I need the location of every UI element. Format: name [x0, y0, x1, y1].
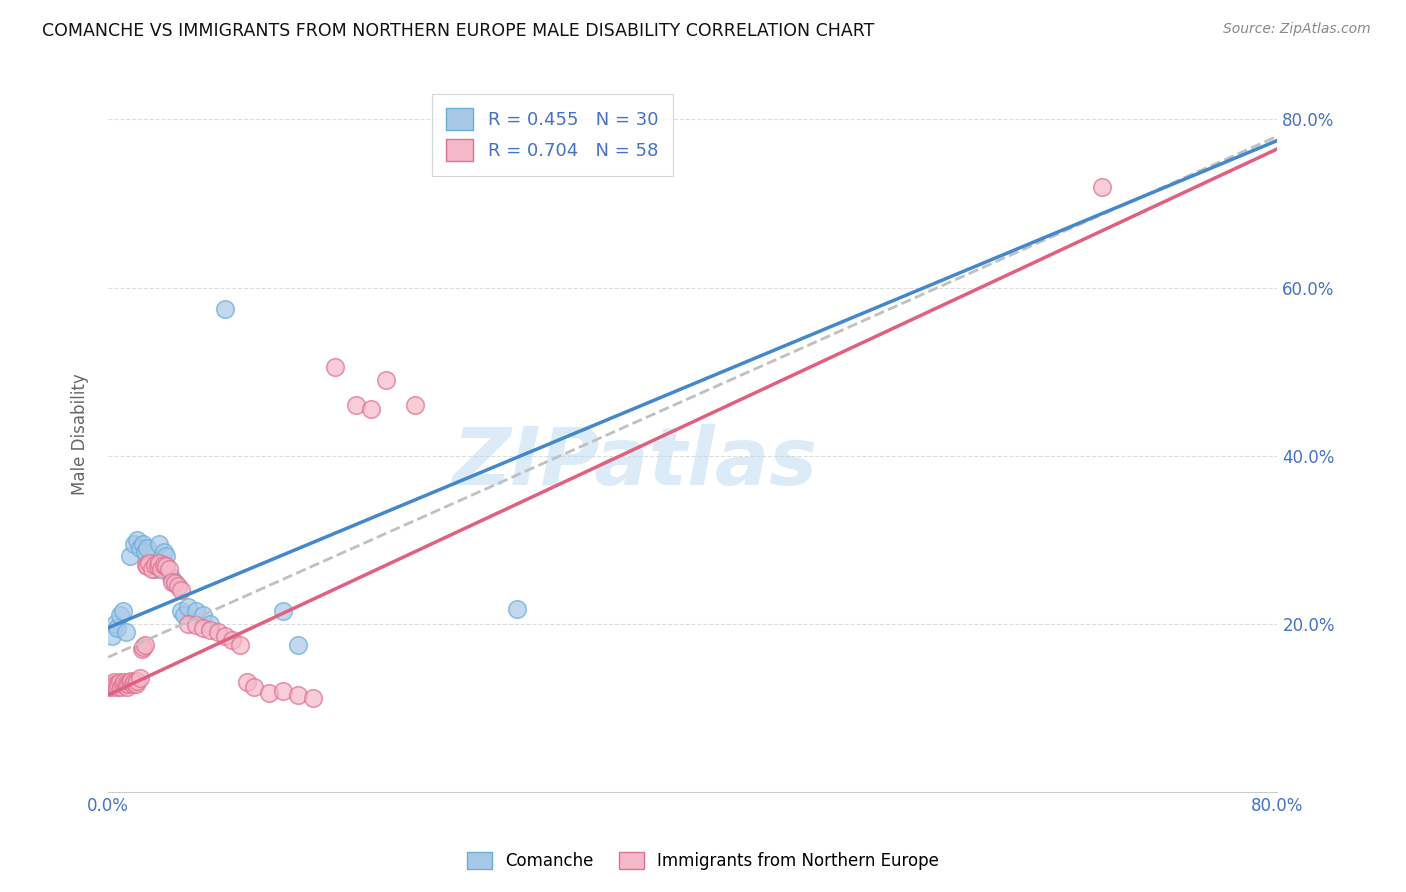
Point — [155, 549, 177, 564]
Point — [115, 680, 138, 694]
Point — [287, 638, 309, 652]
Text: ZIPatlas: ZIPatlas — [451, 424, 817, 502]
Point — [287, 688, 309, 702]
Point — [214, 301, 236, 316]
Point — [323, 360, 346, 375]
Point — [111, 604, 134, 618]
Point — [149, 562, 172, 576]
Point — [170, 604, 193, 618]
Point — [127, 533, 149, 547]
Point — [143, 562, 166, 576]
Point — [100, 680, 122, 694]
Point — [200, 616, 222, 631]
Point — [173, 608, 195, 623]
Point — [108, 675, 131, 690]
Point — [146, 559, 169, 574]
Point — [236, 675, 259, 690]
Point — [136, 541, 159, 555]
Point — [163, 574, 186, 589]
Point — [143, 558, 166, 572]
Point — [108, 608, 131, 623]
Point — [104, 616, 127, 631]
Point — [104, 678, 127, 692]
Point — [404, 398, 426, 412]
Point — [129, 541, 152, 555]
Point — [121, 677, 143, 691]
Point — [124, 675, 146, 690]
Point — [155, 559, 177, 574]
Point — [105, 621, 128, 635]
Point — [114, 625, 136, 640]
Point — [135, 558, 157, 572]
Point — [177, 599, 200, 614]
Point — [207, 625, 229, 640]
Point — [101, 629, 124, 643]
Point — [200, 623, 222, 637]
Point — [132, 537, 155, 551]
Point — [273, 604, 295, 618]
Point — [273, 684, 295, 698]
Point — [127, 673, 149, 688]
Point — [120, 673, 142, 688]
Point — [152, 545, 174, 559]
Point — [243, 680, 266, 694]
Point — [148, 537, 170, 551]
Point — [506, 601, 529, 615]
Point — [141, 562, 163, 576]
Point — [152, 558, 174, 572]
Point — [141, 558, 163, 572]
Point — [114, 677, 136, 691]
Point — [134, 545, 156, 559]
Point — [136, 559, 159, 574]
Point — [148, 556, 170, 570]
Point — [132, 640, 155, 655]
Point — [125, 677, 148, 691]
Text: Source: ZipAtlas.com: Source: ZipAtlas.com — [1223, 22, 1371, 37]
Point — [184, 618, 207, 632]
Point — [301, 690, 323, 705]
Legend: R = 0.455   N = 30, R = 0.704   N = 58: R = 0.455 N = 30, R = 0.704 N = 58 — [432, 94, 673, 176]
Point — [160, 570, 183, 584]
Point — [177, 616, 200, 631]
Point — [129, 671, 152, 685]
Point — [162, 574, 184, 589]
Point — [138, 556, 160, 570]
Text: COMANCHE VS IMMIGRANTS FROM NORTHERN EUROPE MALE DISABILITY CORRELATION CHART: COMANCHE VS IMMIGRANTS FROM NORTHERN EUR… — [42, 22, 875, 40]
Point — [107, 677, 129, 691]
Legend: Comanche, Immigrants from Northern Europe: Comanche, Immigrants from Northern Europ… — [460, 845, 946, 877]
Point — [117, 677, 139, 691]
Point — [124, 537, 146, 551]
Point — [105, 680, 128, 694]
Point — [374, 373, 396, 387]
Point — [257, 685, 280, 699]
Point — [112, 675, 135, 690]
Point — [118, 675, 141, 690]
Point — [360, 402, 382, 417]
Point — [346, 398, 368, 412]
Point — [131, 641, 153, 656]
Point — [191, 621, 214, 635]
Point — [103, 675, 125, 690]
Point — [221, 633, 243, 648]
Point — [111, 677, 134, 691]
Point — [157, 562, 180, 576]
Point — [214, 629, 236, 643]
Point — [110, 680, 132, 694]
Point — [228, 638, 250, 652]
Point — [167, 579, 190, 593]
Y-axis label: Male Disability: Male Disability — [72, 374, 89, 495]
Point — [165, 576, 187, 591]
Point — [191, 608, 214, 623]
Point — [184, 604, 207, 618]
Point — [118, 549, 141, 564]
Point — [101, 677, 124, 691]
Point — [170, 582, 193, 597]
Point — [134, 638, 156, 652]
Point — [1091, 179, 1114, 194]
